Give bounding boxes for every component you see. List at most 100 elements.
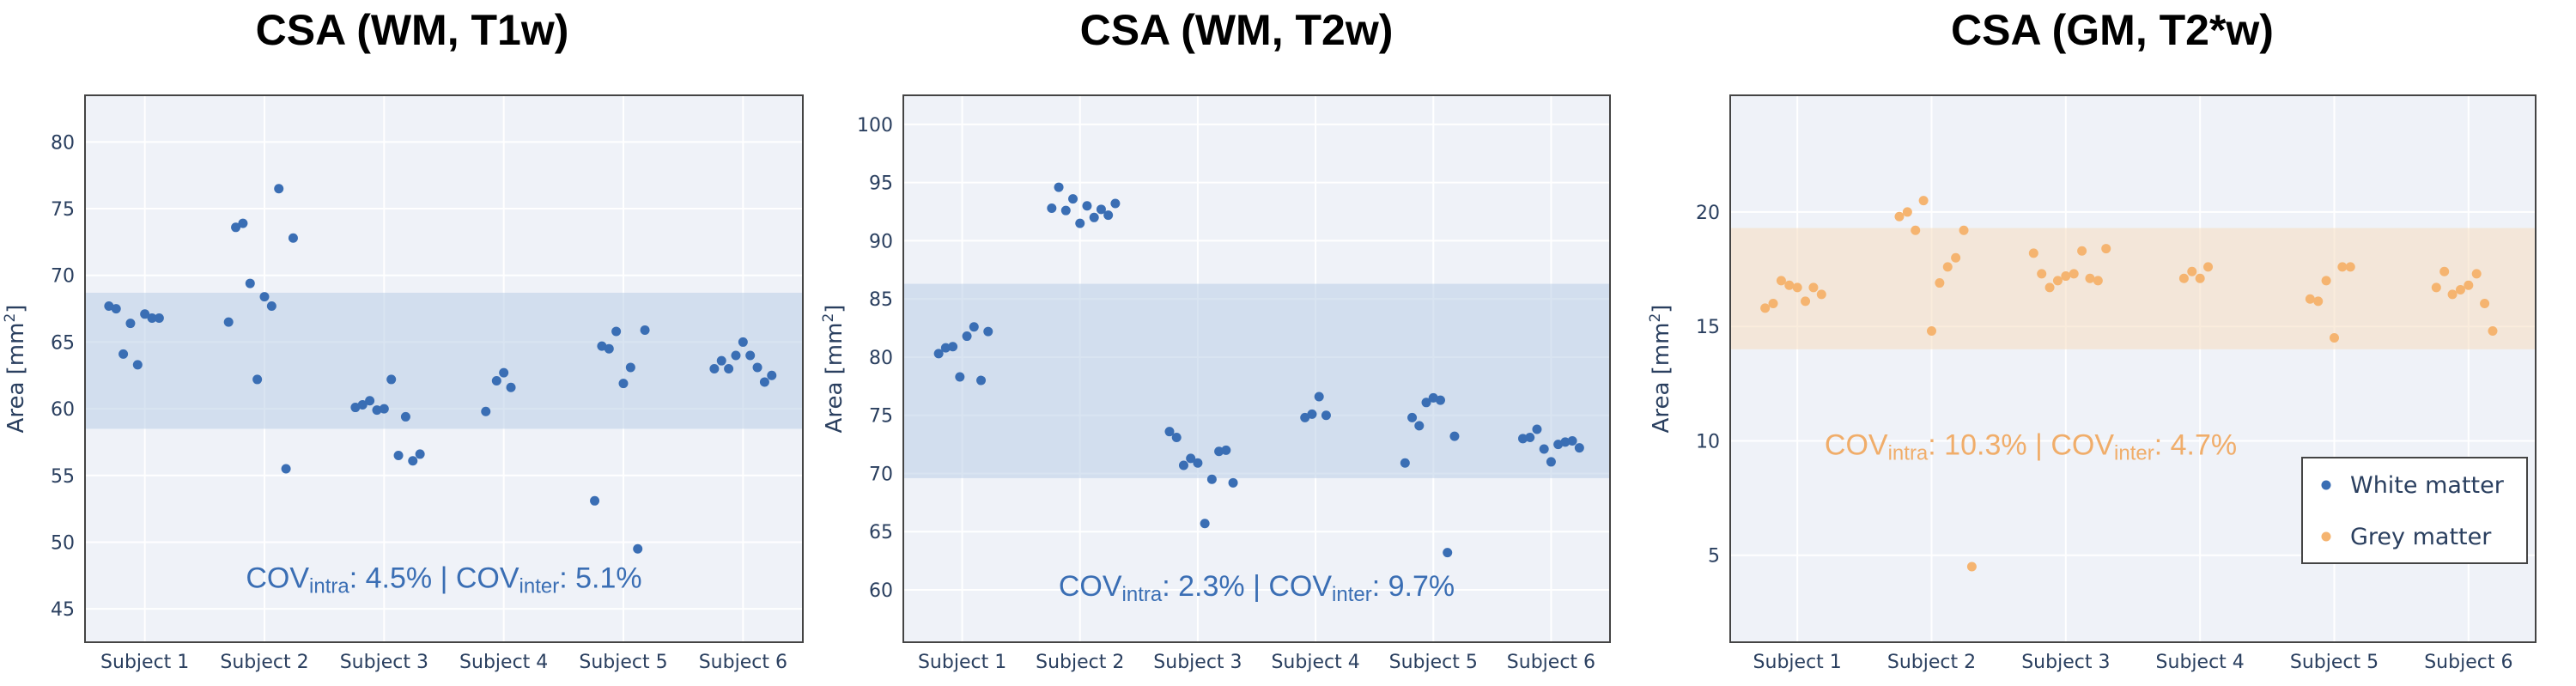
data-point: [752, 362, 762, 373]
data-point: [590, 495, 600, 506]
data-point: [1911, 225, 1921, 235]
chart-panel-gm-t2starw: CSA (GM, T2*w) 5 10 15 20 Subject 1 Subject 2…: [1647, 0, 2576, 686]
data-point: [400, 411, 410, 422]
chart-plot-area: 45 50 55 60 65 70 75 80 Subject 1 Subject 2 Subjec…: [2, 94, 804, 673]
data-point: [1054, 182, 1064, 192]
data-point: [2480, 299, 2490, 309]
y-tick-label: 55: [51, 466, 75, 488]
data-point: [1096, 204, 1106, 215]
data-point: [933, 349, 944, 359]
y-tick-label: 75: [51, 199, 75, 221]
data-point: [1801, 296, 1811, 307]
data-point: [2305, 294, 2315, 304]
y-axis-label: Area [mm2]: [2, 305, 29, 434]
data-point: [1532, 424, 1542, 434]
data-point: [1421, 398, 1431, 408]
plot-frame: [84, 94, 804, 643]
legend: White matter Grey matter: [2301, 457, 2528, 564]
data-point: [1075, 218, 1085, 228]
y-tick-label: 10: [1696, 431, 1720, 452]
y-tick-label: 95: [869, 173, 893, 195]
x-tick-label: Subject 6: [1507, 652, 1595, 673]
data-point: [408, 456, 418, 466]
data-point: [506, 382, 516, 392]
data-point: [1927, 326, 1936, 337]
plot-frame: [902, 94, 1611, 643]
data-point: [962, 331, 972, 342]
y-tick-label: 80: [51, 132, 75, 154]
plot-frame: [1729, 94, 2537, 643]
data-point: [738, 337, 748, 347]
data-point: [231, 222, 241, 233]
data-point: [1959, 225, 1969, 235]
y-tick-label: 60: [51, 399, 75, 421]
data-point: [238, 218, 248, 228]
data-point: [1047, 203, 1057, 213]
x-tick-label: Subject 3: [2021, 652, 2110, 673]
data-point: [393, 450, 404, 460]
y-tick-label: 65: [51, 332, 75, 354]
cov-annotation: COVintra: 2.3% | COVinter: 9.7%: [1059, 570, 1455, 606]
data-point: [1435, 395, 1445, 405]
y-tick-label: 50: [51, 532, 75, 554]
data-point: [1103, 210, 1114, 221]
data-point: [1768, 299, 1778, 309]
data-point: [1816, 289, 1826, 300]
data-point: [1517, 434, 1528, 444]
chart-panel-wm-t2w: CSA (WM, T2w) 60 65 70 75 80 85 90 95 100 Subject…: [820, 0, 1649, 686]
x-tick-label: Subject 6: [2424, 652, 2512, 673]
legend-marker: [2321, 480, 2331, 490]
data-point: [2337, 262, 2348, 272]
y-tick-label: 5: [1708, 546, 1720, 568]
data-point: [2471, 269, 2482, 279]
data-point: [1082, 201, 1092, 211]
y-tick-label: 75: [869, 406, 893, 428]
data-point: [1178, 460, 1188, 470]
x-tick-label: Subject 6: [699, 652, 787, 673]
data-point: [955, 372, 965, 382]
data-point: [2455, 285, 2465, 295]
data-point: [2345, 262, 2355, 272]
data-point: [2488, 326, 2498, 337]
data-point: [2061, 271, 2071, 282]
data-point: [1784, 280, 1795, 290]
data-point: [259, 292, 270, 302]
data-point: [1574, 443, 1584, 453]
data-point: [2464, 280, 2474, 290]
y-tick-label: 65: [869, 522, 893, 543]
data-point: [2439, 266, 2450, 276]
data-point: [759, 377, 769, 387]
data-point: [1902, 207, 1912, 217]
x-tick-label: Subject 1: [1753, 652, 1842, 673]
data-point: [365, 396, 375, 406]
data-point: [1760, 303, 1771, 313]
y-tick-label: 85: [869, 289, 893, 311]
chart-plot-area: 5 10 15 20 Subject 1 Subject 2 Subject 3 Subjec…: [1647, 94, 2537, 673]
data-point: [1068, 194, 1078, 204]
chart-plot-area: 60 65 70 75 80 85 90 95 100 Subject 1 Subject 2 Sub…: [820, 94, 1611, 673]
data-point: [940, 343, 951, 353]
cov-annotation: COVintra: 4.5% | COVinter: 5.1%: [246, 562, 641, 598]
cov-annotation: COVintra: 10.3% | COVinter: 4.7%: [1825, 428, 2237, 464]
data-point: [1089, 212, 1099, 222]
data-point: [415, 449, 425, 459]
data-point: [1935, 278, 1945, 288]
data-point: [597, 341, 607, 351]
y-tick-label: 90: [869, 231, 893, 252]
x-tick-label: Subject 4: [459, 652, 548, 673]
data-point: [731, 350, 741, 361]
x-tick-label: Subject 2: [1887, 652, 1976, 673]
data-point: [1407, 412, 1418, 422]
data-point: [1525, 432, 1535, 442]
data-point: [252, 374, 263, 385]
chart-title: CSA (WM, T2w): [1079, 6, 1394, 54]
data-point: [1186, 453, 1196, 464]
data-point: [1193, 458, 1203, 468]
data-point: [1792, 282, 1802, 293]
data-point: [1567, 436, 1577, 446]
data-point: [2077, 246, 2087, 256]
chart-panel-wm-t1w: CSA (WM, T1w) 45 50 55 60 65 70 75 80 Subject 1 S…: [0, 0, 824, 686]
data-point: [983, 326, 993, 337]
data-point: [1221, 445, 1231, 455]
data-point: [1206, 474, 1217, 484]
